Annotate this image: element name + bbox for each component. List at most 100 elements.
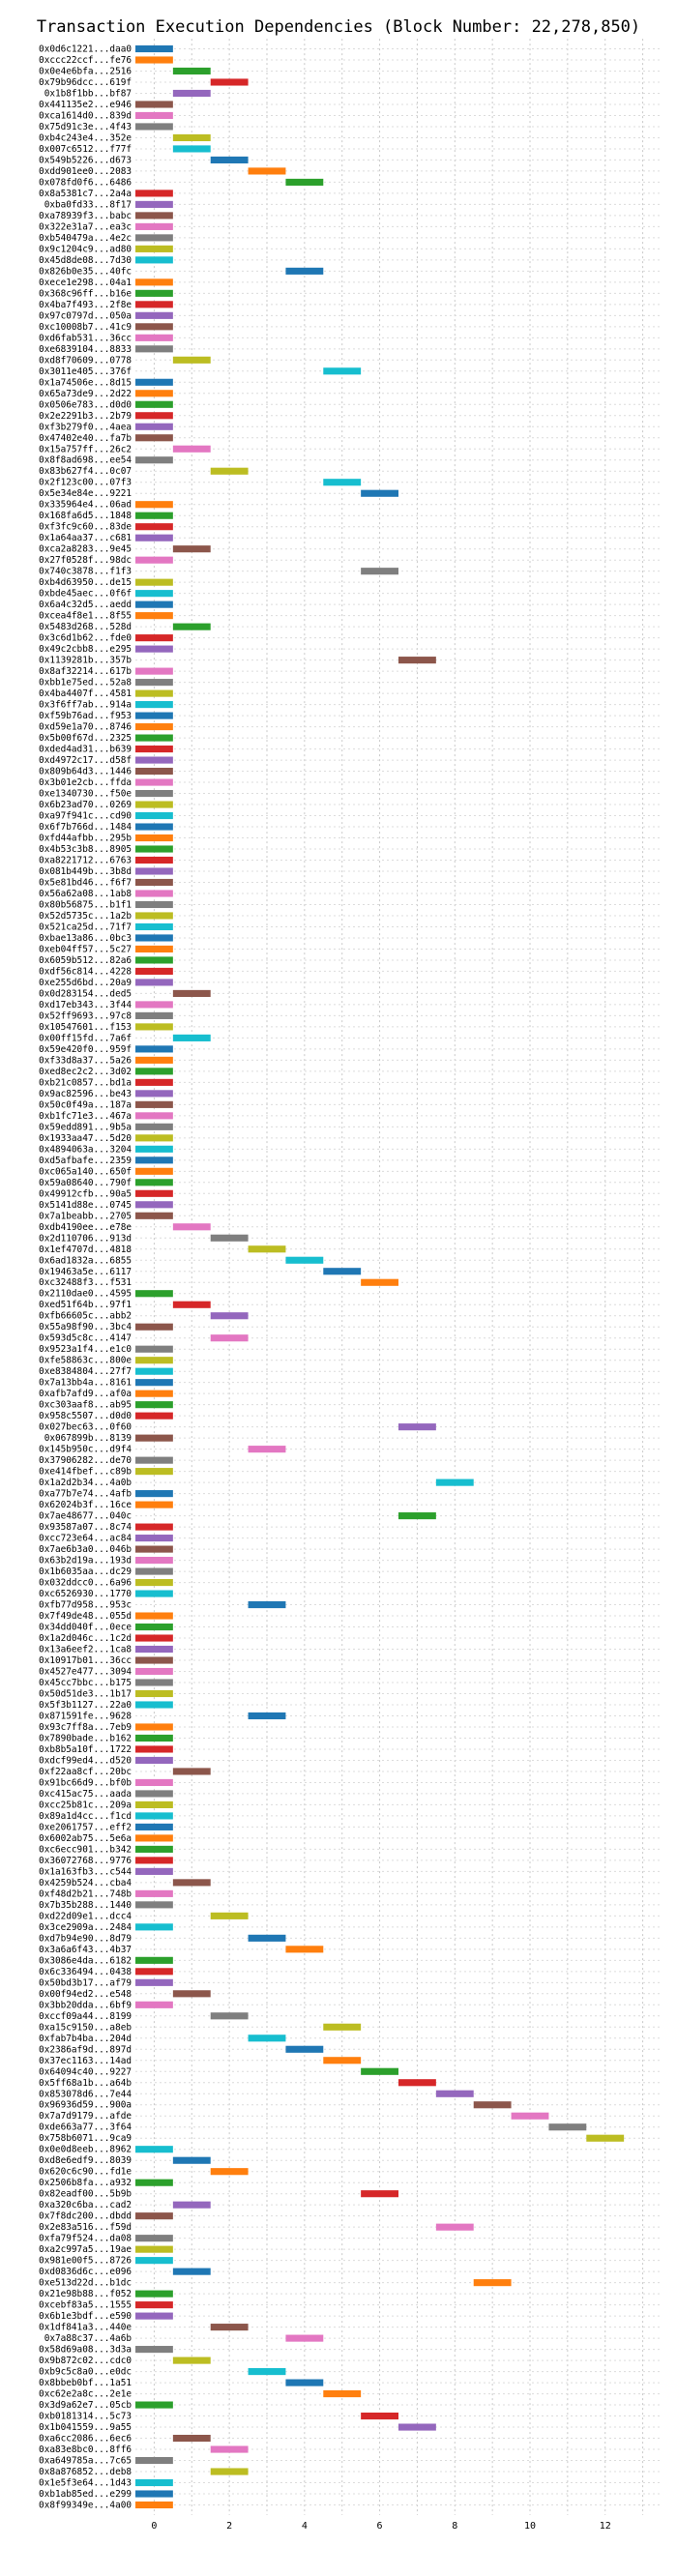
- tx-bar: [135, 1434, 173, 1442]
- tx-label: 0x8a5381c7...2a4a: [39, 189, 132, 199]
- tx-label: 0xb0181314...5c73: [39, 2412, 132, 2422]
- tx-bar: [135, 723, 173, 731]
- tx-bar: [135, 701, 173, 709]
- tx-bar: [135, 1156, 173, 1164]
- tx-bar: [135, 523, 173, 531]
- tx-bar: [285, 2334, 324, 2342]
- tx-label: 0x4894063a...3204: [39, 1144, 132, 1155]
- tx-bar: [135, 1845, 173, 1853]
- tx-label: 0x62024b3f...16ce: [39, 1500, 132, 1510]
- tx-label: 0x4ba7f493...2f8e: [39, 300, 132, 310]
- tx-bar: [210, 2012, 249, 2020]
- tx-bar: [323, 2057, 362, 2064]
- tx-label: 0x1a2d046c...1c2d: [39, 1633, 132, 1644]
- tx-bar: [135, 1612, 173, 1620]
- tx-bar: [285, 267, 324, 275]
- tx-bar: [248, 2034, 286, 2042]
- tx-label: 0x871591fe...9628: [39, 1711, 132, 1721]
- tx-label: 0x9523a1f4...e1c0: [39, 1344, 132, 1355]
- tx-bar: [135, 334, 173, 341]
- tx-bar: [210, 2445, 249, 2453]
- tx-label: 0xd17eb343...3f44: [39, 1000, 132, 1010]
- tx-bar: [172, 1879, 211, 1887]
- tx-bar: [135, 1857, 173, 1864]
- tx-label: 0x958c5507...d0d0: [39, 1411, 132, 1421]
- tx-label: 0x00f94ed2...e548: [39, 1989, 132, 2000]
- tx-label: 0x2506b8fa...a932: [39, 2178, 132, 2188]
- tx-label: 0x50d51de3...1b17: [39, 1688, 132, 1699]
- tx-bar: [135, 1956, 173, 1964]
- tx-bar: [210, 2168, 249, 2176]
- tx-label: 0x75d91c3e...4f43: [39, 122, 132, 132]
- tx-bar: [210, 1912, 249, 1919]
- tx-bar: [135, 1634, 173, 1642]
- tx-bar: [361, 568, 398, 575]
- tx-label: 0xa6cc2086...6ec6: [39, 2434, 132, 2444]
- tx-bar: [135, 834, 173, 842]
- tx-bar: [135, 556, 173, 564]
- tx-bar: [172, 989, 211, 997]
- tx-bar: [135, 1501, 173, 1508]
- tx-label: 0xb540479a...4e2c: [39, 233, 132, 244]
- tx-label: 0xca2a8283...9e45: [39, 544, 132, 555]
- tx-bar: [135, 667, 173, 675]
- tx-label: 0x081b449b...3b8d: [39, 866, 132, 877]
- tx-bar: [135, 44, 173, 53]
- tx-bar: [135, 1212, 173, 1219]
- tx-bar: [135, 2212, 173, 2220]
- x-tick-label: 0: [151, 2521, 157, 2532]
- tx-bar: [398, 2423, 436, 2431]
- tx-bar: [135, 1978, 173, 1986]
- tx-bar: [135, 2501, 173, 2509]
- tx-bar: [473, 2279, 512, 2287]
- tx-bar: [135, 1379, 173, 1387]
- tx-label: 0x00ff15fd...7a6f: [39, 1033, 132, 1043]
- tx-label: 0xc32488f3...f531: [39, 1277, 132, 1288]
- tx-label: 0x1933aa47...5d20: [39, 1133, 132, 1144]
- tx-label: 0xc10008b7...41c9: [39, 322, 132, 333]
- tx-label: 0x6b1e3bdf...e590: [39, 2311, 132, 2322]
- tx-label: 0xfab7b4ba...204d: [39, 2034, 132, 2044]
- tx-bar: [135, 423, 173, 430]
- tx-bar: [135, 945, 173, 953]
- tx-label: 0xccf09a44...8199: [39, 2011, 132, 2022]
- tx-label: 0xc62e2a8c...2e1e: [39, 2389, 132, 2400]
- tx-bar: [135, 1412, 173, 1420]
- tx-bar: [135, 256, 173, 264]
- tx-label: 0xed51f64b...97f1: [39, 1300, 132, 1310]
- tx-bar: [135, 390, 173, 397]
- tx-label: 0x47402e40...fa7b: [39, 433, 132, 444]
- tx-bar: [135, 1112, 173, 1120]
- tx-label: 0x63b2d19a...193d: [39, 1556, 132, 1566]
- tx-label: 0xb9c5c8a0...e0dc: [39, 2367, 132, 2378]
- tx-bar: [135, 1290, 173, 1298]
- tx-bar: [135, 2456, 173, 2465]
- tx-label: 0x65a73de9...2d22: [39, 389, 132, 399]
- tx-label: 0xd6fab531...36cc: [39, 333, 132, 343]
- tx-bar: [135, 301, 173, 308]
- tx-label: 0x032ddcc0...6a96: [39, 1578, 132, 1589]
- tx-label: 0x8f8ad698...ee54: [39, 455, 132, 466]
- tx-label: 0x1a163fb3...c544: [39, 1866, 132, 1877]
- tx-label: 0x59edd891...9b5a: [39, 1122, 132, 1132]
- tx-label: 0x5141d88e...0745: [39, 1200, 132, 1211]
- tx-label: 0x5b00f67d...2325: [39, 733, 132, 744]
- tx-bar: [323, 479, 362, 486]
- tx-label: 0x96936d59...900a: [39, 2100, 132, 2111]
- tx-bar: [435, 2223, 474, 2231]
- tx-bar: [248, 2368, 286, 2376]
- tx-bar: [398, 657, 436, 664]
- tx-label: 0x82eadf00...5b9b: [39, 2189, 132, 2200]
- tx-bar: [135, 1045, 173, 1053]
- tx-label: 0xd22d09e1...dcc4: [39, 1911, 132, 1921]
- tx-bar: [135, 1490, 173, 1498]
- tx-bar: [135, 289, 173, 297]
- tx-bar: [135, 2235, 173, 2242]
- tx-bar: [135, 1734, 173, 1742]
- tx-label: 0x5ff68a1b...a64b: [39, 2078, 132, 2089]
- tx-label: 0x97c0797d...050a: [39, 310, 132, 321]
- tx-bar: [135, 1134, 173, 1142]
- tx-label: 0xe414fbef...c89b: [39, 1467, 132, 1478]
- tx-label: 0xa8221712...6763: [39, 856, 132, 866]
